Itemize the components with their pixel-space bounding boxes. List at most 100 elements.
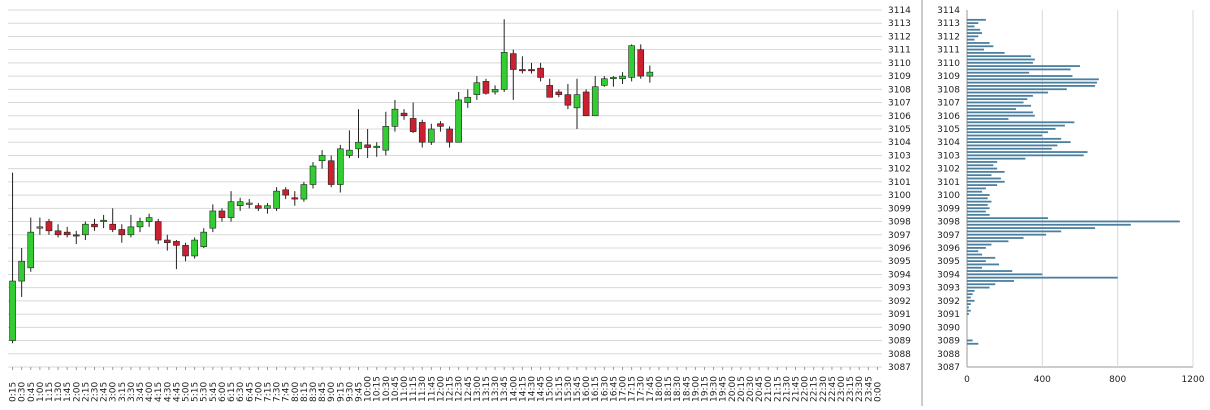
y-tick-label: 3101 [937,178,960,188]
y-tick-label: 3113 [888,19,911,29]
profile-bar [967,78,1099,81]
profile-bar [967,147,1052,150]
profile-bar [967,137,1062,140]
x-tick-label: 10:00 [364,376,374,402]
profile-bar [967,289,975,292]
profile-bar [967,28,981,31]
x-tick-label: 16:30 [600,376,610,402]
profile-bar [967,200,992,203]
candle-body [327,160,335,185]
candle-body [555,91,563,95]
x-tick-label: 15:45 [573,376,583,402]
profile-bar [967,339,973,342]
x-tick-label: 12:45 [464,376,474,402]
candle-body [355,141,362,150]
candle-body [300,184,308,200]
candle-body [519,69,526,72]
candle-body [564,94,572,106]
x-tick-label: 0 [964,375,970,385]
y-tick-label: 3089 [937,337,960,347]
y-tick-label: 3104 [888,138,911,148]
profile-bar [967,286,990,289]
y-tick-label: 3111 [888,46,911,56]
x-tick-label: 3:00 [109,382,119,402]
profile-bar [967,134,1043,137]
x-tick-label: 16:00 [582,376,592,402]
x-tick-label: 20:15 [737,376,747,402]
y-tick-label: 3111 [937,46,960,56]
y-tick-label: 3087 [888,363,911,373]
profile-bar [967,270,1013,272]
y-tick-label: 3108 [888,85,911,95]
candle-body [9,280,16,341]
candle-body [428,128,435,143]
profile-bar [967,131,1048,134]
profile-bar [967,250,979,253]
y-tick-label: 3105 [937,125,960,135]
x-tick-label: 7:00 [254,382,264,402]
profile-bar [967,25,975,28]
profile-bar [967,293,973,296]
x-tick-label: 15:15 [555,376,565,402]
x-tick-label: 19:45 [719,376,729,402]
profile-bar [967,61,1033,64]
x-tick-label: 1:15 [45,382,55,402]
candle-body [601,78,608,86]
y-tick-label: 3106 [937,112,960,122]
profile-bar [967,128,1056,130]
x-tick-label: 23:00 [837,376,847,402]
profile-bar [967,161,998,163]
y-tick-label: 3105 [888,125,911,135]
profile-bar [967,174,992,177]
candle-body [82,223,89,236]
y-tick-label: 3095 [888,257,911,267]
x-tick-label: 10:15 [373,376,383,402]
x-tick-label: 6:00 [218,382,228,402]
profile-bar [967,194,990,196]
profile-bar [967,280,1015,282]
profile-bar [967,240,1009,243]
x-tick-label: 3:45 [136,382,146,402]
x-tick-label: 18:45 [682,376,692,402]
candle-body [91,223,98,228]
candle-body [218,210,226,218]
candle-body [264,205,271,209]
x-tick-label: 11:15 [409,376,419,402]
profile-bar [967,22,979,25]
candle-body [546,85,553,98]
profile-bar [967,227,1096,229]
x-tick-label: 13:30 [491,376,501,402]
x-tick-label: 0:15 [9,382,19,402]
x-tick-label: 20:45 [755,376,765,402]
x-tick-label: 23:45 [864,376,874,402]
candle-body [582,91,590,117]
profile-bar [967,247,986,249]
profile-bar [967,263,1000,266]
candle-body [418,122,426,143]
x-tick-label: 6:45 [245,382,255,402]
candle-body [236,201,244,206]
profile-bar [967,223,1131,226]
x-tick-label: 7:45 [282,382,292,402]
profile-bar [967,164,994,167]
candle-body [409,118,417,132]
candle-body [154,221,162,241]
x-tick-label: 800 [1109,375,1126,385]
profile-bar [967,111,1033,114]
x-tick-label: 3:30 [127,382,137,402]
profile-bar [967,309,971,312]
y-tick-label: 3109 [937,72,960,82]
profile-bar [967,144,1058,147]
candle-body [473,82,481,95]
profile-bar [967,253,983,256]
candle-body [346,149,353,156]
profile-bar [967,104,1032,107]
x-tick-label: 12:15 [446,376,456,402]
y-tick-label: 3098 [888,218,911,228]
profile-bar [967,101,1024,104]
candle-body [145,217,153,222]
y-tick-label: 3091 [937,310,960,320]
profile-bar [967,81,1097,84]
profile-bar [967,184,998,186]
profile-bar [967,71,1030,74]
